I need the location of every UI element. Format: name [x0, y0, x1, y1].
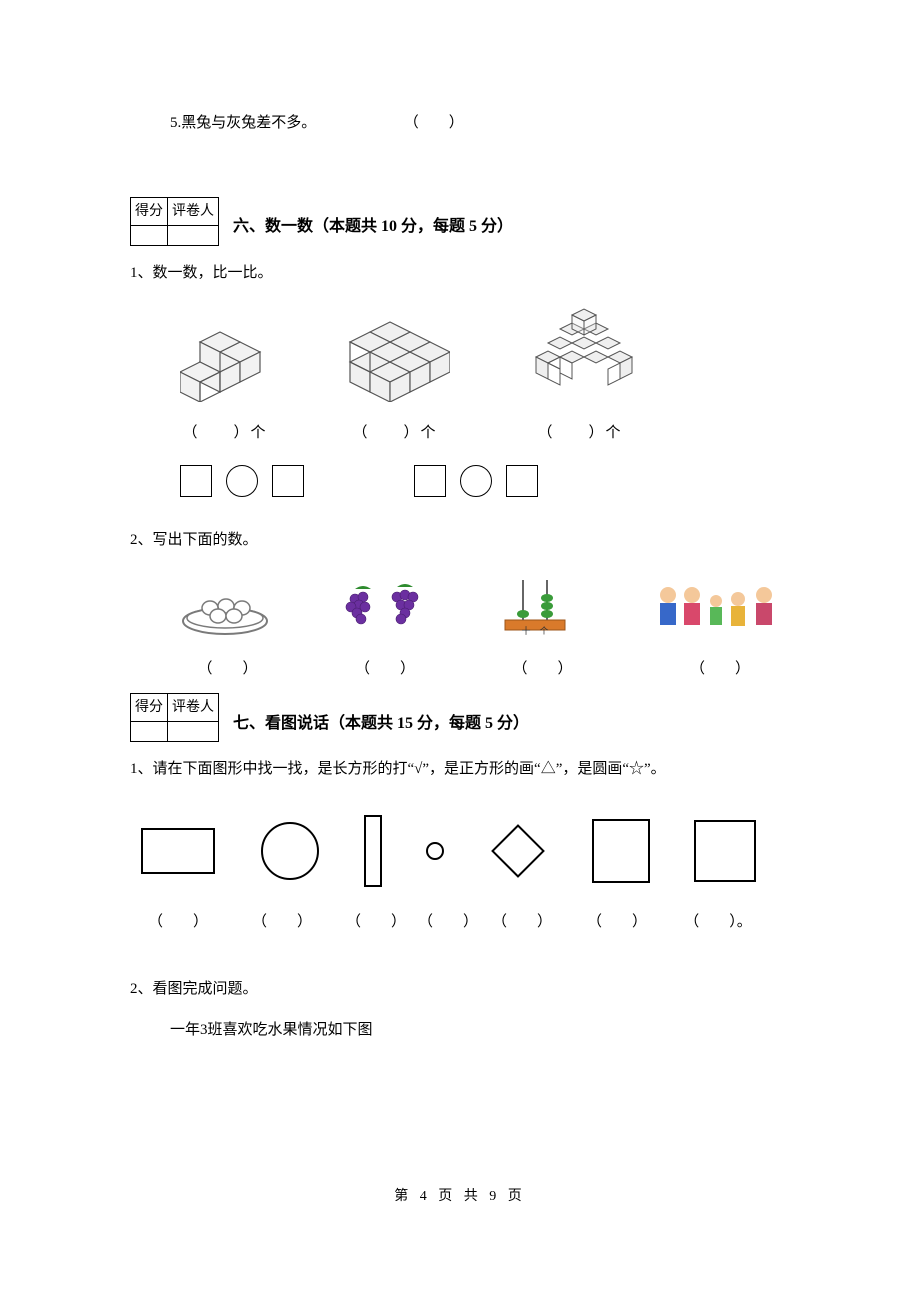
compare-row: [180, 465, 790, 497]
grader-cell[interactable]: [168, 722, 219, 742]
s6-q2-label: 2、写出下面的数。: [130, 527, 790, 554]
score-cell[interactable]: [131, 722, 168, 742]
cubes-row: （ ）个 （ ）个: [180, 307, 790, 447]
shape-cap: （ ）: [346, 909, 386, 936]
fruit-cap-4: （ ）: [650, 656, 790, 683]
score-header-2: 评卷人: [168, 198, 219, 226]
s7-q1-label: 1、请在下面图形中找一找，是长方形的打“√”，是正方形的画“△”，是圆画“☆”。: [130, 756, 790, 783]
shape-tall-rect: [362, 813, 384, 889]
shape-circle: [258, 819, 322, 883]
grapes: （ ）: [335, 581, 435, 683]
shape-rectangle: [138, 823, 218, 879]
s7-q2-label: 2、看图完成问题。: [130, 976, 790, 1003]
shape-square-1: [590, 817, 652, 885]
shapes-captions: （ ） （ ） （ ） （ ） （ ） （ ） （ ）。: [138, 909, 790, 936]
shapes-row: [138, 813, 790, 889]
shape-cap: （ ）: [418, 909, 458, 936]
shape-square-2: [692, 818, 758, 884]
cube-caption-1: （ ）个: [180, 420, 270, 447]
cube-svg-1: [180, 322, 270, 402]
fruit-cap-1: （ ）: [180, 656, 275, 683]
cube-caption-2: （ ）个: [340, 420, 450, 447]
score-header-2: 评卷人: [168, 694, 219, 722]
circle-box[interactable]: [460, 465, 492, 497]
square-box[interactable]: [272, 465, 304, 497]
square-box[interactable]: [180, 465, 212, 497]
section-7-title: 七、看图说话（本题共 15 分，每题 5 分）: [233, 710, 529, 743]
compare-group-2: [414, 465, 538, 497]
score-table-6: 得分 评卷人: [130, 197, 219, 246]
shape-diamond: [486, 819, 550, 883]
square-box[interactable]: [414, 465, 446, 497]
fruit-cap-3: （ ）: [495, 656, 590, 683]
cube-group-1: （ ）个: [180, 322, 270, 447]
abacus: 十 个 （ ）: [495, 576, 590, 683]
section-7-header: 得分 评卷人 七、看图说话（本题共 15 分，每题 5 分）: [130, 693, 790, 742]
compare-group-1: [180, 465, 304, 497]
square-box[interactable]: [506, 465, 538, 497]
shape-cap: （ ）: [490, 909, 554, 936]
circle-box[interactable]: [226, 465, 258, 497]
section-6-title: 六、数一数（本题共 10 分，每题 5 分）: [233, 213, 513, 246]
cube-group-3: （ ）个: [520, 307, 640, 447]
exam-page: 5.黑兔与灰兔差不多。 （ ） 得分 评卷人 六、数一数（本题共 10 分，每题…: [0, 0, 920, 1250]
family: （ ）: [650, 581, 790, 683]
score-header-1: 得分: [131, 198, 168, 226]
score-header-1: 得分: [131, 694, 168, 722]
page-footer: 第 4 页 共 9 页: [130, 1184, 790, 1209]
grader-cell[interactable]: [168, 226, 219, 246]
score-cell[interactable]: [131, 226, 168, 246]
fruit-cap-2: （ ）: [335, 656, 435, 683]
shape-small-circle: [424, 840, 446, 862]
shape-cap: （ ）: [250, 909, 314, 936]
s7-q2b-label: 一年3班喜欢吃水果情况如下图: [170, 1017, 790, 1044]
eggs-plate: （ ）: [180, 586, 275, 683]
section-6-header: 得分 评卷人 六、数一数（本题共 10 分，每题 5 分）: [130, 197, 790, 246]
q5-paren: （ ）: [404, 115, 464, 131]
question-5: 5.黑兔与灰兔差不多。 （ ）: [170, 110, 790, 137]
fruits-row: （ ） （: [180, 576, 790, 683]
q5-text: 5.黑兔与灰兔差不多。: [170, 115, 316, 131]
shape-cap: （ ）。: [680, 909, 756, 936]
score-table-7: 得分 评卷人: [130, 693, 219, 742]
svg-text:十 个: 十 个: [521, 625, 548, 636]
cube-group-2: （ ）个: [340, 317, 450, 447]
shape-cap: （ ）: [138, 909, 218, 936]
cube-caption-3: （ ）个: [520, 420, 640, 447]
shape-cap: （ ）: [586, 909, 648, 936]
cube-svg-3: [520, 307, 640, 402]
cube-svg-2: [340, 317, 450, 402]
s6-q1-label: 1、数一数，比一比。: [130, 260, 790, 287]
